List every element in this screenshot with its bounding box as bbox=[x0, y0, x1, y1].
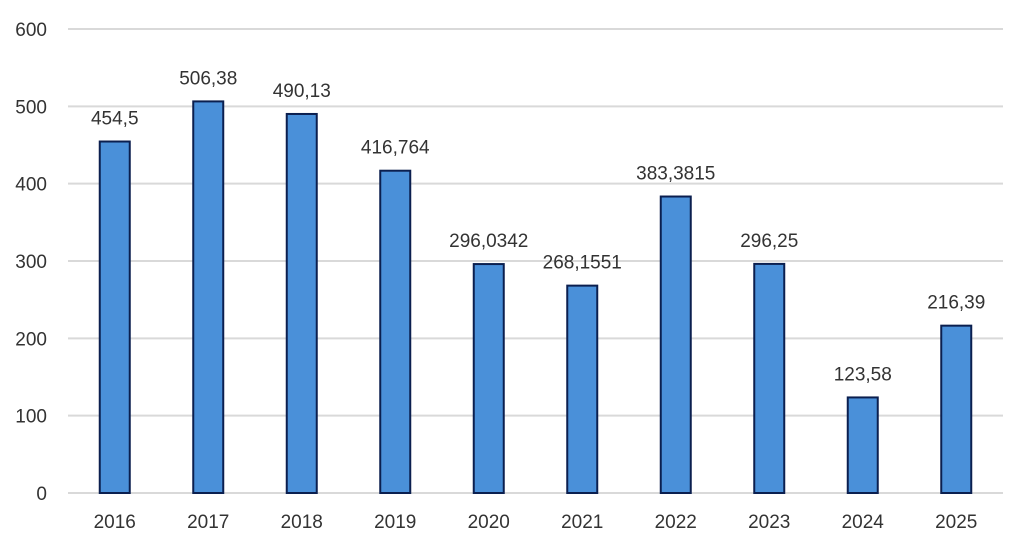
data-labels: 454,5 506,38 490,13 416,764 296,0342 268,1551… bbox=[91, 68, 985, 385]
y-tick-label: 600 bbox=[15, 20, 47, 41]
bar-2021 bbox=[566, 284, 599, 494]
bar-2024 bbox=[846, 396, 879, 494]
data-label-2024: 123,58 bbox=[834, 364, 892, 385]
x-tick-label-2018: 2018 bbox=[281, 512, 323, 533]
y-axis-ticks: 0 100 200 300 400 500 600 bbox=[15, 20, 47, 505]
y-tick-label: 200 bbox=[15, 329, 47, 350]
bar-2022 bbox=[659, 195, 692, 494]
y-tick-label: 300 bbox=[15, 252, 47, 273]
data-label-2018: 490,13 bbox=[273, 81, 331, 102]
data-label-2020: 296,0342 bbox=[449, 231, 528, 252]
data-label-2021: 268,1551 bbox=[543, 253, 622, 274]
data-label-2023: 296,25 bbox=[740, 231, 798, 252]
x-tick-label-2023: 2023 bbox=[748, 512, 790, 533]
data-label-2025: 216,39 bbox=[927, 293, 985, 314]
data-label-2017: 506,38 bbox=[179, 68, 237, 89]
x-tick-label-2017: 2017 bbox=[187, 512, 229, 533]
data-label-2016: 454,5 bbox=[91, 109, 139, 130]
bar-2020 bbox=[472, 263, 505, 495]
y-tick-label: 0 bbox=[36, 484, 47, 505]
y-tick-label: 400 bbox=[15, 175, 47, 196]
x-tick-label-2021: 2021 bbox=[561, 512, 603, 533]
x-tick-label-2022: 2022 bbox=[655, 512, 697, 533]
bar-2017 bbox=[192, 100, 225, 494]
x-tick-label-2024: 2024 bbox=[842, 512, 885, 533]
bar-2023 bbox=[753, 262, 786, 494]
bar-2019 bbox=[379, 169, 412, 494]
x-tick-label-2020: 2020 bbox=[468, 512, 510, 533]
bars bbox=[98, 100, 973, 495]
x-tick-label-2016: 2016 bbox=[94, 512, 136, 533]
x-axis-ticks: 2016 2017 2018 2019 2020 2021 2022 2023 2024 2025 bbox=[94, 512, 978, 533]
bar-2018 bbox=[285, 112, 318, 495]
data-label-2022: 383,3815 bbox=[636, 164, 715, 185]
bar-2025 bbox=[940, 324, 973, 494]
y-tick-label: 500 bbox=[15, 97, 47, 118]
x-tick-label-2019: 2019 bbox=[374, 512, 416, 533]
y-tick-label: 100 bbox=[15, 407, 47, 428]
data-label-2019: 416,764 bbox=[361, 138, 430, 159]
bar-2016 bbox=[98, 140, 131, 495]
x-tick-label-2025: 2025 bbox=[935, 512, 977, 533]
